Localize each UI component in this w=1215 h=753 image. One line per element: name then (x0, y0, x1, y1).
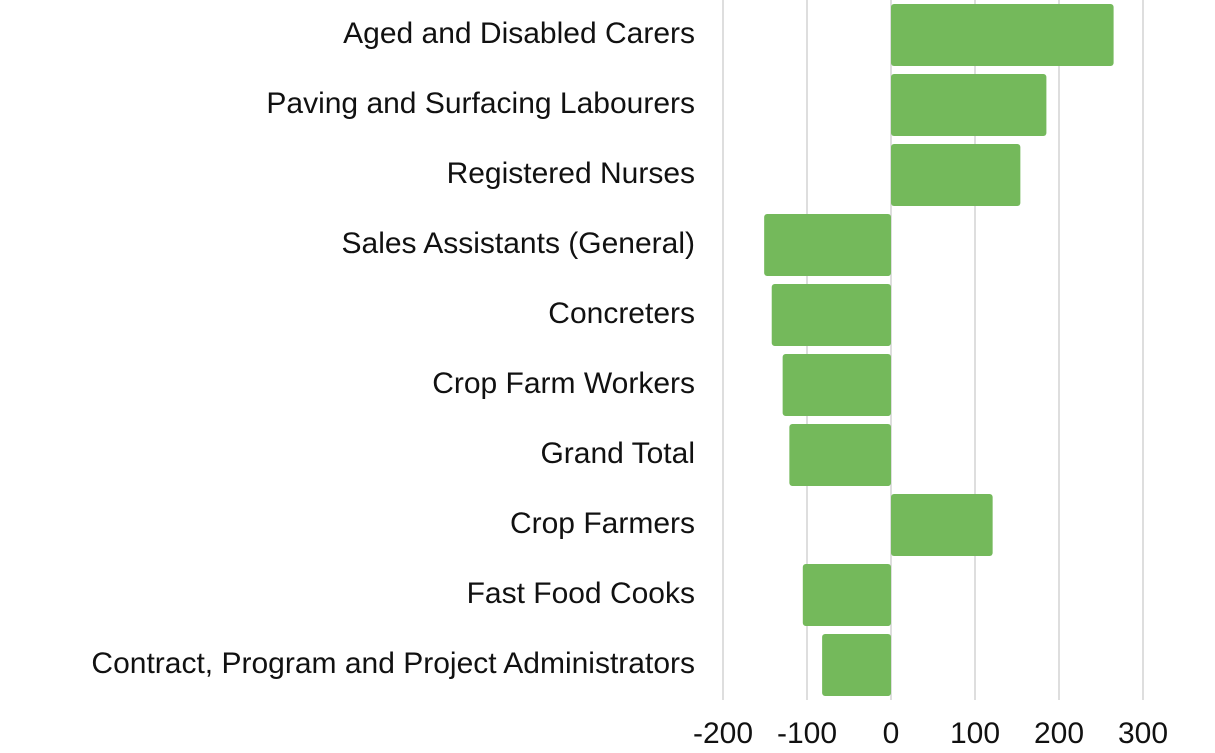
y-tick-label: Grand Total (540, 437, 695, 470)
bar (822, 634, 891, 696)
x-tick-label: 200 (1034, 717, 1084, 750)
bar (782, 354, 891, 416)
y-tick-label: Contract, Program and Project Administra… (91, 647, 695, 680)
bar (789, 424, 891, 486)
y-tick-label: Registered Nurses (447, 157, 695, 190)
y-tick-label: Concreters (548, 297, 695, 330)
bar (891, 74, 1047, 136)
bar (891, 144, 1021, 206)
bar (891, 4, 1114, 66)
y-tick-label: Sales Assistants (General) (342, 227, 695, 260)
x-tick-label: 100 (950, 717, 1000, 750)
bar (802, 564, 891, 626)
y-tick-label: Aged and Disabled Carers (343, 17, 695, 50)
bar (891, 494, 993, 556)
y-tick-label: Fast Food Cooks (467, 577, 695, 610)
y-tick-label: Crop Farm Workers (432, 367, 695, 400)
x-tick-label: -200 (693, 717, 753, 750)
y-tick-label: Paving and Surfacing Labourers (266, 87, 695, 120)
x-tick-label: 0 (883, 717, 900, 750)
y-tick-label: Crop Farmers (510, 507, 695, 540)
x-tick-label: 300 (1118, 717, 1168, 750)
bar (764, 214, 891, 276)
x-tick-label: -100 (777, 717, 837, 750)
bar (771, 284, 891, 346)
